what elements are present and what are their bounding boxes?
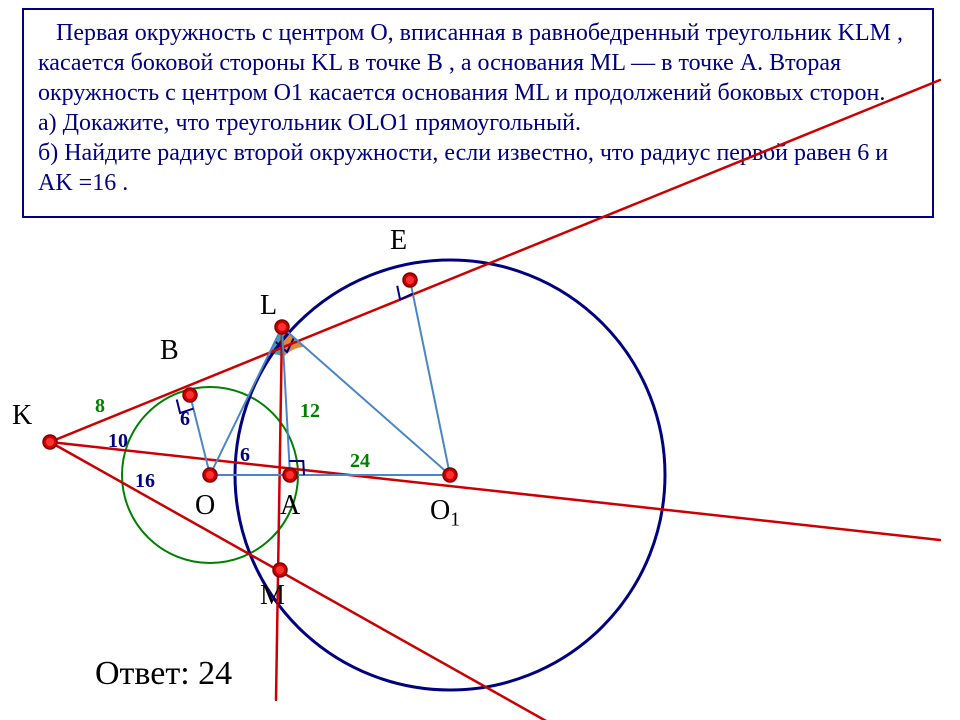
label-E: E (390, 225, 407, 257)
label-L: L (260, 290, 277, 322)
label-O1: O1 (430, 495, 460, 532)
measure-1: 10 (108, 430, 128, 453)
measure-5: 12 (300, 400, 320, 423)
measure-4: 16 (135, 470, 155, 493)
measure-3: 6 (240, 444, 250, 467)
measure-6: 24 (350, 450, 370, 473)
label-M: M (260, 580, 285, 612)
label-A: A (280, 490, 300, 522)
label-B: B (160, 335, 179, 367)
geometry-diagram (0, 0, 960, 720)
measure-0: 8 (95, 395, 105, 418)
label-K: K (12, 400, 32, 432)
label-O: O (195, 490, 215, 522)
measure-2: 6 (180, 408, 190, 431)
answer-text: Ответ: 24 (95, 655, 232, 693)
